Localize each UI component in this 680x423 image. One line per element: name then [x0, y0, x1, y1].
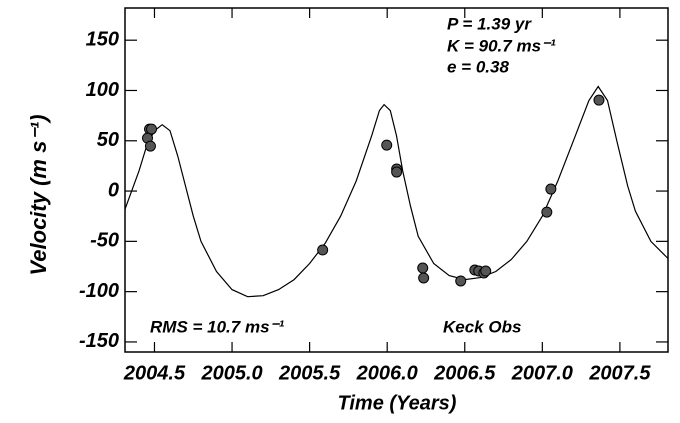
x-tick-label: 2005.0: [200, 362, 262, 384]
data-point: [480, 265, 492, 277]
annotation: Keck Obs: [443, 317, 521, 336]
data-point: [418, 272, 430, 284]
x-tick-label: 2005.5: [278, 362, 341, 384]
data-point: [317, 244, 329, 256]
data-point: [417, 262, 429, 274]
y-tick-label: 50: [97, 129, 119, 151]
data-point: [541, 206, 553, 218]
y-tick-label: 150: [86, 28, 119, 50]
y-tick-label: 100: [86, 79, 119, 101]
y-tick-label: -100: [79, 280, 119, 302]
x-tick-label: 2006.0: [356, 362, 418, 384]
x-tick-label: 2006.5: [433, 362, 496, 384]
y-axis-label: Velocity (m s⁻¹): [26, 114, 51, 275]
y-tick-label: 0: [108, 179, 119, 201]
data-point: [144, 140, 156, 152]
annotation: P = 1.39 yr: [447, 14, 532, 33]
data-point: [381, 139, 393, 151]
x-axis-label: Time (Years): [338, 392, 457, 414]
x-tick-label: 2007.0: [511, 362, 573, 384]
data-point: [593, 94, 605, 106]
data-point: [545, 183, 557, 195]
annotation: K = 90.7 ms⁻¹: [447, 36, 556, 55]
data-point: [455, 275, 467, 287]
x-tick-label: 2007.5: [588, 362, 651, 384]
y-tick-label: -50: [90, 230, 119, 252]
plot-frame: [124, 7, 669, 353]
data-point: [391, 166, 403, 178]
annotation: RMS = 10.7 ms⁻¹: [150, 317, 285, 336]
y-tick-label: -150: [79, 330, 119, 352]
fit-curve: [124, 85, 669, 298]
annotation: e = 0.38: [447, 57, 509, 76]
x-tick-label: 2004.5: [123, 362, 186, 384]
data-point: [146, 123, 158, 135]
